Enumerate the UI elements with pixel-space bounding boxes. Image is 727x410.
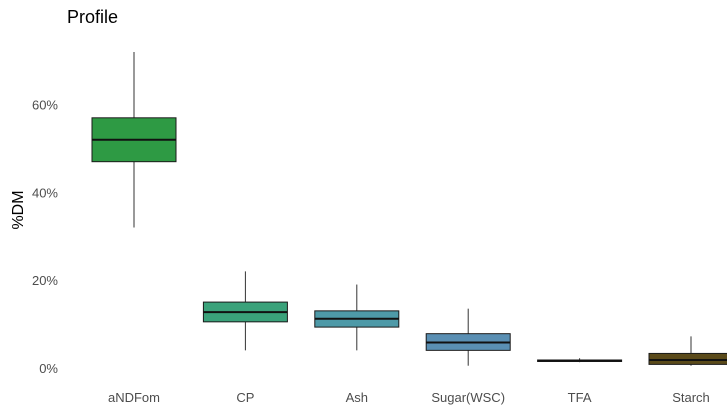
x-tick-label: aNDFom bbox=[108, 390, 160, 405]
x-tick-label: CP bbox=[236, 390, 254, 405]
x-axis-ticks: aNDFom CP Ash Sugar(WSC) TFA Starch bbox=[108, 390, 710, 405]
x-tick-label: Sugar(WSC) bbox=[431, 390, 505, 405]
y-axis-label: %DM bbox=[10, 190, 27, 229]
x-tick-label: TFA bbox=[568, 390, 592, 405]
box-iqr bbox=[648, 352, 727, 365]
y-tick-label: 40% bbox=[32, 185, 58, 200]
y-tick-label: 20% bbox=[32, 273, 58, 288]
x-tick-label: Starch bbox=[672, 390, 710, 405]
box-cp bbox=[202, 271, 288, 351]
box-sugar-wsc- bbox=[425, 308, 511, 366]
y-tick-label: 60% bbox=[32, 98, 58, 113]
box-andfom bbox=[91, 52, 177, 228]
y-tick-label: 0% bbox=[39, 361, 58, 376]
y-axis-ticks: 0% 20% 40% 60% bbox=[32, 98, 58, 376]
box-series bbox=[91, 52, 727, 366]
x-tick-label: Ash bbox=[346, 390, 368, 405]
box-ash bbox=[314, 284, 400, 351]
box-starch bbox=[648, 336, 727, 366]
chart-title: Profile bbox=[67, 7, 118, 27]
box-tfa bbox=[537, 358, 623, 363]
